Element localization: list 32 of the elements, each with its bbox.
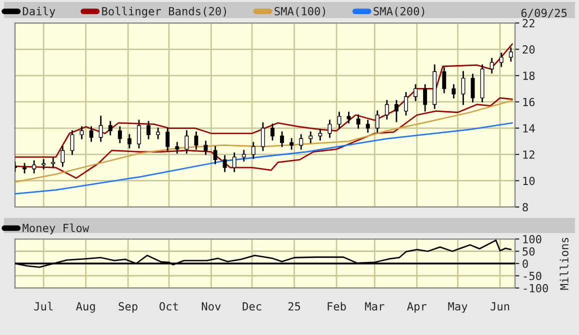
y-tick-label: 14	[523, 124, 535, 132]
text: 6/09/25	[521, 8, 567, 18]
y-tick-label: -100	[524, 284, 548, 292]
legend-label: Bollinger Bands(20)	[102, 6, 226, 18]
x-tick-label: Jun	[490, 302, 510, 311]
x-tick-label: Sep	[118, 302, 138, 313]
x-tick-label: Feb	[328, 302, 346, 311]
y-tick-label: 12	[523, 150, 534, 159]
y-tick-label: 20	[522, 45, 535, 54]
y-tick-label: 8	[522, 203, 528, 212]
x-tick-label: Nov	[202, 302, 221, 311]
legend-label: SMA(100)	[274, 6, 326, 17]
legend-label: Money Flow	[22, 224, 90, 234]
y-tick-label: 10	[523, 176, 535, 186]
x-tick-label: May	[448, 302, 468, 313]
legend-label: SMA(200)	[374, 6, 424, 17]
y-tick-label: 50	[522, 247, 535, 256]
x-tick-label: Apr	[407, 302, 427, 313]
x-tick-label: Oct	[160, 302, 178, 311]
y-tick-label: 22	[522, 19, 534, 28]
x-tick-label: Mar	[365, 302, 384, 311]
y-tick-label: 18	[523, 72, 535, 80]
y-tick-label: 16	[523, 98, 535, 106]
x-tick-label: Dec	[242, 302, 262, 311]
legend-label: Daily	[22, 6, 56, 18]
y-tick-label: -50	[524, 272, 542, 280]
x-tick-label: 25	[288, 302, 300, 311]
x-tick-label: Aug	[76, 302, 95, 313]
y-axis-title: Millions	[560, 238, 568, 290]
y-tick-label: 100	[523, 235, 542, 244]
y-tick-label: 0	[522, 260, 528, 268]
x-tick-label: Jul	[34, 302, 53, 311]
